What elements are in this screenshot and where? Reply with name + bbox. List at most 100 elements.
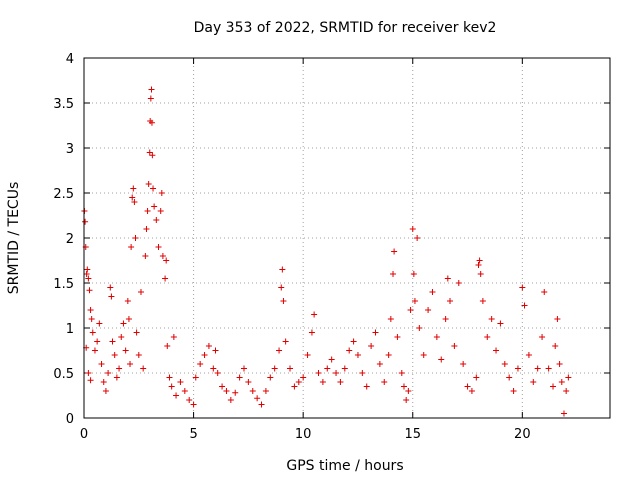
data-point — [291, 383, 298, 390]
y-tick-label: 3 — [66, 142, 74, 157]
data-point — [158, 190, 165, 196]
data-point — [541, 289, 548, 295]
y-tick-label: 0.5 — [53, 367, 74, 382]
data-point — [87, 377, 94, 384]
data-point — [525, 352, 532, 358]
data-point — [236, 374, 243, 381]
data-point — [455, 280, 462, 286]
data-point — [501, 361, 508, 367]
x-axis-label: GPS time / hours — [286, 458, 403, 474]
x-tick-label: 20 — [514, 427, 531, 442]
data-point — [447, 298, 454, 304]
data-point — [416, 325, 423, 331]
data-point — [565, 374, 572, 381]
data-point — [135, 352, 142, 358]
data-point — [219, 383, 226, 390]
data-point — [387, 316, 394, 322]
data-point — [85, 370, 92, 376]
data-point — [350, 338, 357, 345]
data-point — [363, 383, 370, 390]
x-tick-label: 5 — [189, 427, 197, 442]
data-point — [381, 379, 388, 385]
data-point — [83, 271, 90, 277]
data-point — [267, 374, 274, 381]
data-point — [333, 370, 340, 376]
y-tick-label: 2 — [66, 232, 74, 247]
data-point — [205, 343, 212, 349]
y-tick-label: 1 — [66, 322, 74, 337]
data-point — [85, 275, 92, 282]
data-point — [170, 334, 177, 340]
data-point — [300, 374, 307, 381]
data-point — [394, 334, 401, 340]
data-point — [409, 226, 416, 232]
data-point — [554, 316, 561, 322]
data-point — [295, 379, 302, 385]
data-point — [125, 316, 132, 322]
data-point — [111, 352, 118, 358]
data-point — [107, 284, 114, 291]
data-point — [376, 361, 383, 367]
data-point — [162, 275, 169, 282]
y-axis-label: SRMTID / TECUs — [6, 182, 22, 295]
data-point — [410, 271, 417, 277]
data-point — [201, 352, 208, 358]
data-point — [86, 287, 93, 294]
data-point — [411, 298, 418, 304]
data-point — [249, 388, 256, 394]
data-point — [354, 352, 361, 358]
data-point — [100, 379, 107, 385]
axis-ticks: 0 5 10 15 20 0 0.5 1 1.5 2 2.5 3 3.5 4 — [53, 52, 610, 442]
data-point — [157, 208, 164, 214]
data-point — [91, 347, 98, 354]
data-point — [276, 347, 283, 354]
data-point — [163, 257, 170, 264]
data-point — [464, 383, 471, 390]
data-point — [510, 388, 517, 394]
data-point — [315, 370, 322, 376]
data-point — [506, 374, 513, 381]
data-point — [153, 217, 160, 223]
data-point — [372, 329, 379, 336]
data-point — [173, 392, 180, 399]
data-point — [341, 365, 348, 372]
data-point — [473, 374, 480, 381]
data-point — [405, 388, 412, 394]
data-point — [444, 275, 451, 282]
data-point — [521, 302, 528, 309]
data-point — [144, 208, 151, 214]
x-tick-label: 10 — [295, 427, 312, 442]
data-point — [96, 320, 103, 327]
data-point — [129, 194, 136, 201]
data-point — [124, 298, 131, 304]
data-point — [254, 395, 261, 402]
data-point — [133, 329, 140, 336]
data-point — [324, 365, 331, 372]
data-point — [137, 289, 144, 295]
data-point — [132, 235, 139, 241]
data-point — [116, 365, 123, 372]
data-point — [192, 374, 199, 381]
x-tick-label: 15 — [404, 427, 421, 442]
data-point — [140, 365, 147, 372]
data-point — [128, 244, 135, 250]
data-point — [407, 307, 414, 313]
data-point — [147, 95, 154, 102]
data-point — [468, 388, 475, 394]
data-point — [319, 379, 326, 385]
data-point — [514, 365, 521, 372]
data-point — [177, 379, 184, 385]
data-point — [337, 379, 344, 385]
data-point — [271, 365, 278, 372]
data-point — [131, 199, 138, 205]
grid-lines — [84, 58, 610, 418]
data-point — [223, 388, 230, 394]
data-point — [149, 152, 156, 159]
data-point — [479, 298, 486, 304]
data-point — [556, 361, 563, 367]
data-point — [420, 352, 427, 358]
data-point — [190, 401, 197, 408]
data-point — [113, 374, 120, 381]
data-point — [278, 284, 285, 291]
data-point — [359, 370, 366, 376]
